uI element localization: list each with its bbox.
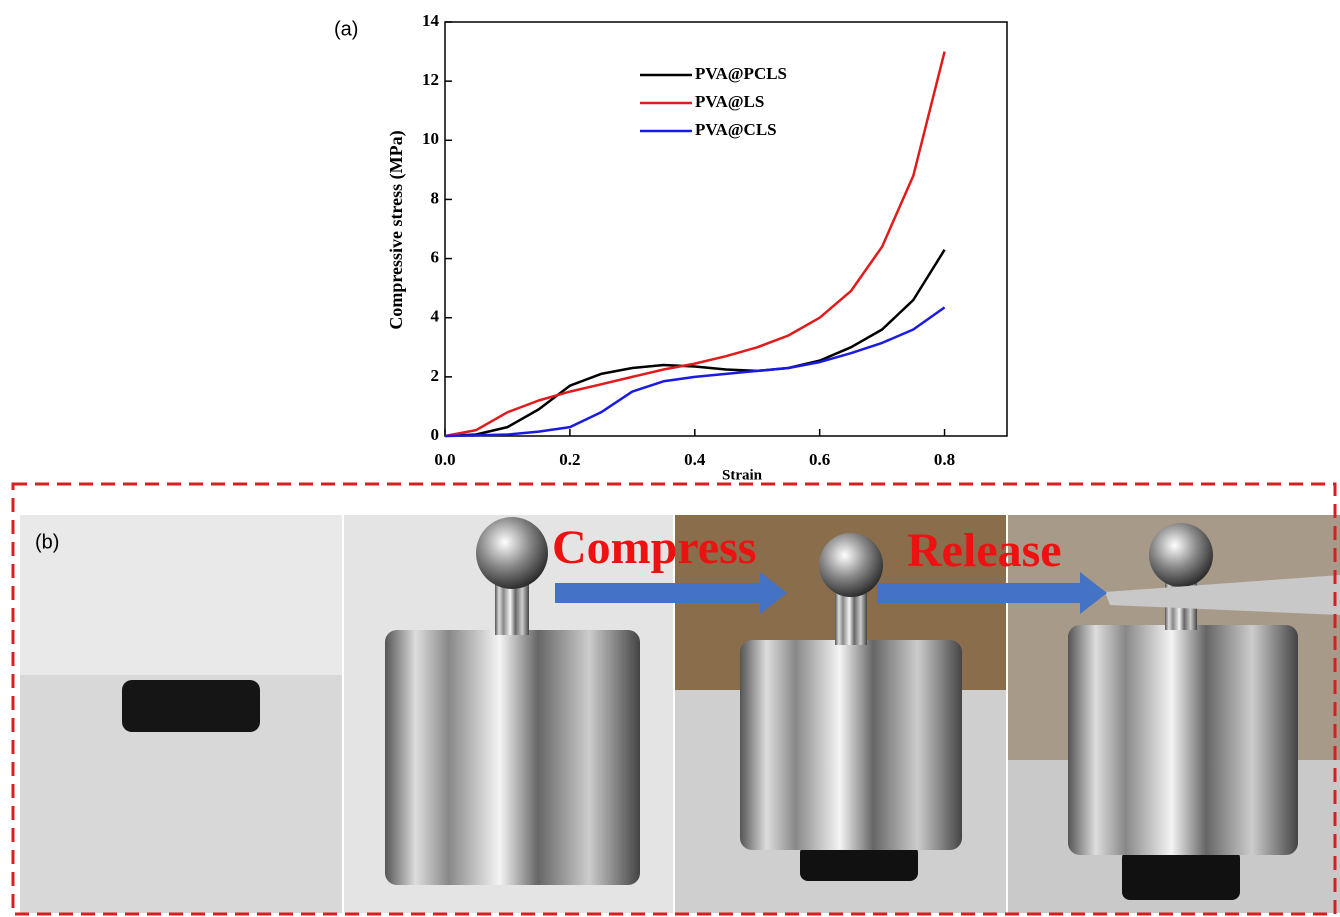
series-line — [444, 249, 946, 438]
dashed-border — [11, 482, 1337, 916]
x-tick-label: 0.6 — [809, 450, 830, 469]
panel-label: (a) — [334, 18, 358, 40]
photo-background — [20, 515, 342, 675]
y-tick-label: 2 — [431, 366, 440, 385]
weight — [385, 630, 640, 885]
y-tick-label: 0 — [431, 425, 440, 444]
weight-knob — [819, 533, 883, 597]
series-line — [444, 306, 946, 438]
tweezers — [1105, 575, 1340, 615]
x-axis-label: Strain — [722, 467, 763, 483]
x-tick-label: 0.2 — [559, 450, 580, 469]
y-tick-label: 6 — [431, 247, 440, 266]
sample — [1122, 850, 1240, 900]
legend-label: PVA@CLS — [695, 120, 777, 139]
weight — [740, 640, 962, 850]
photo-annotation: Release — [907, 524, 1062, 577]
arrow — [877, 572, 1107, 614]
arrow — [555, 572, 787, 614]
weight-neck — [495, 580, 529, 635]
y-tick-label: 10 — [422, 129, 439, 148]
y-tick-label: 4 — [431, 307, 440, 326]
y-tick-label: 8 — [431, 188, 440, 207]
x-tick-label: 0.8 — [934, 450, 955, 469]
series-line — [444, 51, 946, 438]
legend-label: PVA@PCLS — [695, 64, 787, 83]
weight-neck — [835, 590, 867, 645]
panel-label: (b) — [35, 531, 59, 553]
weight-knob — [1149, 523, 1213, 587]
sample — [122, 680, 260, 732]
axes: 0.0 0.2 0.4 0.6 0.8 0 2 4 6 8 10 12 14 PVA@PCLS PVA@LS… — [422, 11, 1008, 469]
x-tick-label: 0.0 — [434, 450, 455, 469]
photo-annotation: Compress — [552, 521, 756, 574]
y-tick-label: 12 — [422, 70, 439, 89]
y-axis-label: Compressive stress (MPa) — [386, 130, 407, 329]
weight — [1068, 625, 1298, 855]
weight-knob — [476, 517, 548, 589]
photo-panel: Compress Release (b) — [11, 482, 1340, 916]
y-tick-label: 14 — [422, 11, 440, 30]
legend-label: PVA@LS — [695, 92, 764, 111]
plot-frame — [444, 21, 1008, 437]
x-tick-label: 0.4 — [684, 450, 706, 469]
sample — [800, 845, 918, 881]
